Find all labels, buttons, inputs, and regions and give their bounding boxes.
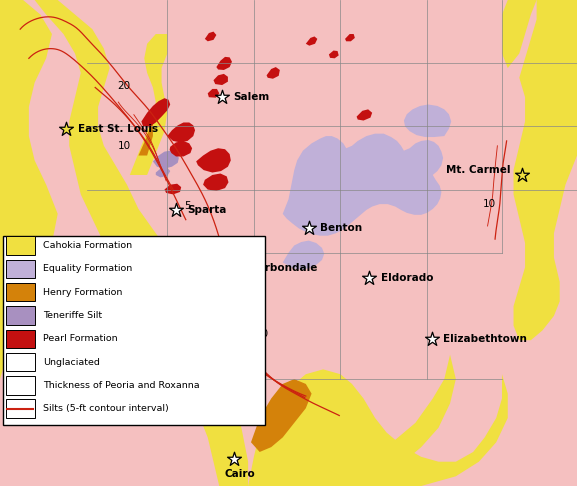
Polygon shape	[167, 122, 195, 142]
Text: 10: 10	[118, 141, 130, 151]
Point	[229, 455, 238, 463]
Text: 10: 10	[483, 199, 496, 209]
Polygon shape	[514, 0, 577, 340]
Bar	[6, 236, 35, 255]
Polygon shape	[164, 184, 181, 194]
Polygon shape	[242, 355, 508, 486]
Point	[518, 171, 527, 179]
Bar	[6, 306, 35, 325]
Text: East St. Louis: East St. Louis	[78, 124, 158, 134]
Polygon shape	[156, 168, 170, 177]
Polygon shape	[203, 174, 228, 191]
Bar	[6, 283, 35, 301]
Polygon shape	[329, 51, 339, 58]
Polygon shape	[306, 36, 317, 46]
Text: Carbondale: Carbondale	[251, 263, 319, 273]
Text: 20: 20	[118, 81, 130, 91]
Polygon shape	[0, 0, 58, 379]
Polygon shape	[23, 0, 248, 486]
Text: 5: 5	[226, 318, 233, 328]
Text: 5: 5	[184, 201, 191, 210]
Polygon shape	[248, 355, 456, 486]
Point	[219, 327, 228, 334]
Polygon shape	[345, 34, 355, 41]
Point	[171, 206, 181, 214]
Bar	[6, 260, 35, 278]
Text: Thickness of Peoria and Roxanna: Thickness of Peoria and Roxanna	[43, 381, 199, 390]
Point	[62, 125, 71, 133]
Text: Cairo: Cairo	[224, 469, 255, 479]
Text: Sparta: Sparta	[188, 205, 227, 215]
Polygon shape	[251, 379, 312, 452]
Bar	[6, 353, 35, 371]
Point	[427, 335, 436, 343]
Text: Elizabethtown: Elizabethtown	[443, 334, 527, 344]
Polygon shape	[196, 148, 231, 173]
Point	[218, 93, 227, 101]
Polygon shape	[267, 67, 280, 79]
Text: 10: 10	[256, 329, 269, 339]
Polygon shape	[283, 241, 324, 270]
Bar	[6, 330, 35, 348]
Text: Cahokia Formation: Cahokia Formation	[43, 241, 132, 250]
Polygon shape	[502, 0, 537, 68]
Bar	[6, 376, 35, 395]
Polygon shape	[357, 109, 372, 121]
Point	[365, 274, 374, 282]
Text: Mt. Carmel: Mt. Carmel	[446, 165, 511, 175]
Polygon shape	[170, 141, 192, 156]
Polygon shape	[153, 151, 179, 169]
Point	[304, 225, 313, 232]
Text: Benton: Benton	[320, 224, 362, 233]
Polygon shape	[283, 134, 443, 236]
Bar	[3, 236, 265, 425]
Polygon shape	[130, 34, 167, 175]
Text: Equality Formation: Equality Formation	[43, 264, 132, 273]
Text: Henry Formation: Henry Formation	[43, 288, 122, 296]
Polygon shape	[208, 89, 219, 98]
Polygon shape	[138, 117, 153, 156]
Polygon shape	[213, 74, 228, 85]
Text: Silts (5-ft contour interval): Silts (5-ft contour interval)	[43, 404, 168, 413]
Bar	[6, 399, 35, 418]
Polygon shape	[216, 57, 232, 70]
Point	[235, 264, 244, 272]
Polygon shape	[141, 98, 170, 127]
Text: Unglaciated: Unglaciated	[43, 358, 100, 366]
Text: Pearl Formation: Pearl Formation	[43, 334, 117, 343]
Text: Anna: Anna	[235, 321, 265, 330]
Text: Eldorado: Eldorado	[381, 273, 433, 283]
Text: 20: 20	[235, 340, 248, 349]
Polygon shape	[205, 32, 216, 41]
Text: Teneriffe Silt: Teneriffe Silt	[43, 311, 102, 320]
Polygon shape	[404, 104, 451, 137]
Text: Salem: Salem	[234, 92, 270, 102]
